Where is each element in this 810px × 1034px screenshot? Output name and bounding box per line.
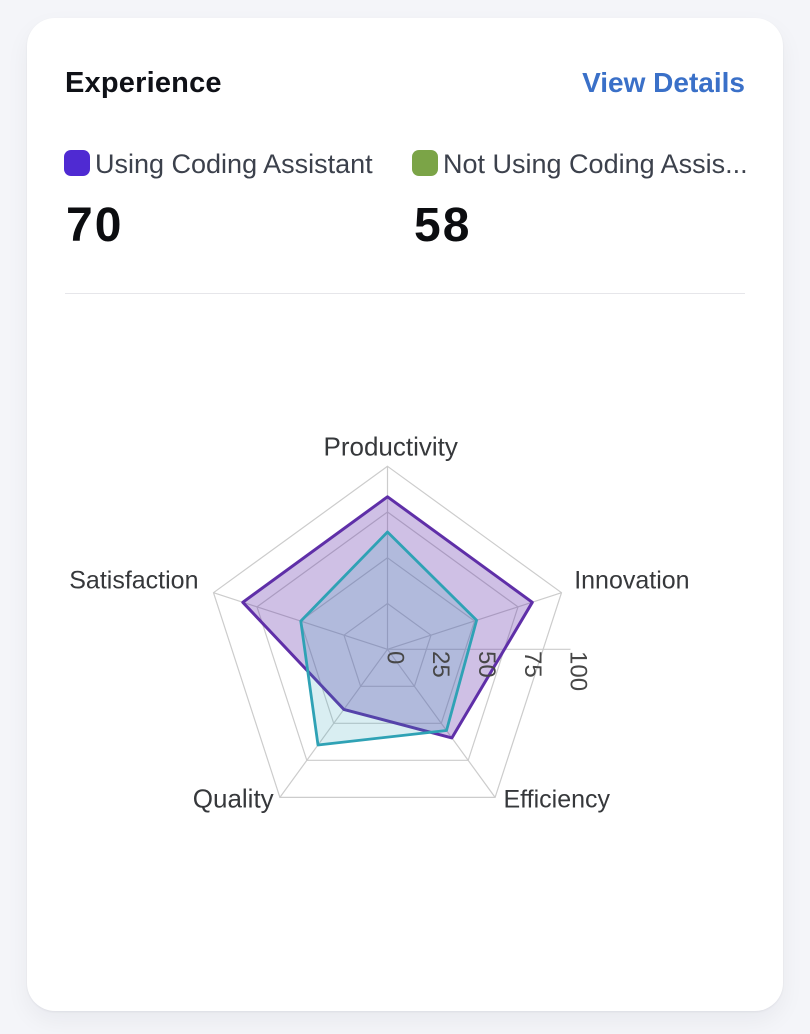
svg-text:Efficiency: Efficiency xyxy=(504,786,611,814)
svg-text:50: 50 xyxy=(473,651,500,678)
svg-text:100: 100 xyxy=(565,651,592,691)
svg-text:75: 75 xyxy=(519,651,546,678)
svg-text:25: 25 xyxy=(427,651,454,678)
svg-text:0: 0 xyxy=(382,651,409,664)
svg-text:Quality: Quality xyxy=(193,784,274,814)
svg-text:Productivity: Productivity xyxy=(324,432,458,462)
svg-text:Satisfaction: Satisfaction xyxy=(69,567,198,595)
svg-text:Innovation: Innovation xyxy=(574,567,689,595)
